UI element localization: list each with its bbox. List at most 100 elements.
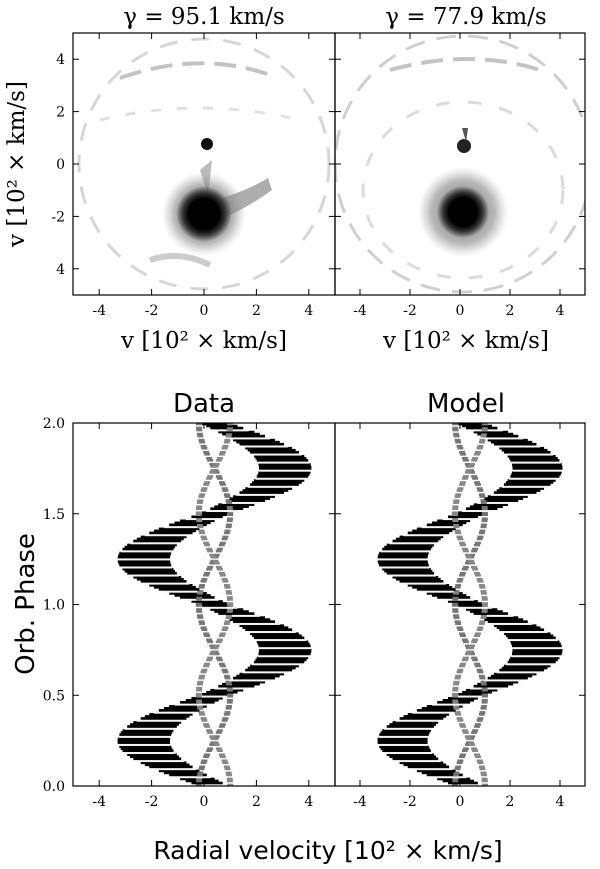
xlabel-top-right: v [10² × km/s] bbox=[382, 328, 549, 354]
broad-component-row bbox=[174, 594, 211, 597]
narrow-component-row bbox=[459, 755, 466, 759]
broad-component-row bbox=[256, 475, 309, 478]
broad-component-row bbox=[505, 481, 554, 484]
narrow-component-row bbox=[472, 567, 479, 571]
broad-component-row bbox=[229, 497, 271, 500]
narrow-component-row bbox=[478, 531, 485, 535]
broad-component-row bbox=[149, 713, 193, 716]
broad-component-row bbox=[119, 563, 172, 567]
broad-component-row bbox=[233, 676, 276, 680]
broad-component-row bbox=[255, 658, 307, 662]
broad-component-row bbox=[118, 743, 171, 746]
narrow-component-row bbox=[198, 586, 205, 589]
narrow-component-row bbox=[469, 735, 476, 738]
narrow-component-row bbox=[204, 481, 211, 484]
narrow-component-row bbox=[478, 713, 485, 716]
broad-component-row bbox=[158, 709, 200, 712]
x-tick-label: 2 bbox=[506, 303, 515, 319]
narrow-component-row bbox=[481, 777, 488, 781]
narrow-component-row bbox=[481, 426, 488, 430]
broad-component-row bbox=[253, 636, 305, 640]
broad-component-row bbox=[384, 569, 433, 573]
narrow-component-row bbox=[454, 495, 461, 498]
narrow-component-row bbox=[221, 668, 228, 672]
narrow-component-row bbox=[196, 686, 203, 690]
narrow-component-row bbox=[476, 668, 483, 672]
narrow-component-row bbox=[222, 670, 229, 674]
broad-component-row bbox=[191, 781, 223, 785]
narrow-component-row bbox=[477, 717, 484, 720]
narrow-component-row bbox=[474, 571, 481, 575]
broad-component-row bbox=[127, 753, 177, 757]
narrow-component-row bbox=[225, 590, 232, 593]
broad-component-row bbox=[169, 523, 207, 527]
broad-component-row bbox=[503, 450, 551, 454]
broad-component-row bbox=[253, 454, 305, 458]
broad-component-row bbox=[122, 547, 174, 551]
broad-component-row bbox=[507, 660, 556, 664]
narrow-component-row bbox=[455, 713, 462, 716]
broad-component-row bbox=[458, 423, 487, 426]
narrow-component-row bbox=[210, 737, 217, 740]
broad-component-row bbox=[149, 531, 193, 535]
narrow-component-row bbox=[224, 767, 231, 771]
broad-component-row bbox=[185, 598, 219, 601]
broad-component-row bbox=[380, 565, 430, 569]
narrow-component-row bbox=[471, 747, 478, 750]
narrow-component-row bbox=[226, 432, 233, 436]
narrow-component-row bbox=[479, 711, 486, 714]
x-tick-label: 0 bbox=[200, 794, 209, 810]
broad-component-row bbox=[448, 696, 478, 700]
broad-component-row bbox=[245, 487, 293, 490]
narrow-component-row bbox=[461, 749, 468, 753]
narrow-component-row bbox=[474, 632, 481, 636]
narrow-component-row bbox=[462, 731, 469, 734]
narrow-component-row bbox=[227, 694, 234, 698]
narrow-component-row bbox=[213, 561, 220, 565]
broad-component-row bbox=[258, 652, 311, 656]
narrow-component-row bbox=[468, 465, 475, 468]
narrow-component-row bbox=[469, 644, 476, 648]
narrow-component-row bbox=[474, 664, 481, 668]
narrow-component-row bbox=[201, 719, 208, 722]
broad-component-row bbox=[255, 638, 307, 642]
broad-component-row bbox=[395, 719, 441, 722]
narrow-component-row bbox=[456, 761, 463, 765]
narrow-component-row bbox=[215, 459, 222, 462]
narrow-component-row bbox=[226, 682, 233, 686]
narrow-component-row bbox=[224, 438, 231, 442]
narrow-component-row bbox=[476, 537, 483, 541]
narrow-component-row bbox=[472, 547, 479, 551]
broad-component-row bbox=[487, 620, 528, 623]
broad-component-row bbox=[247, 485, 296, 488]
broad-component-row bbox=[507, 479, 556, 482]
broad-component-row bbox=[245, 668, 293, 672]
narrow-component-row bbox=[219, 450, 226, 454]
broad-component-row bbox=[206, 424, 238, 428]
narrow-component-row bbox=[455, 531, 462, 535]
broad-component-row bbox=[466, 608, 498, 611]
narrow-component-row bbox=[474, 725, 481, 728]
broad-component-row bbox=[399, 535, 444, 539]
narrow-component-row bbox=[206, 749, 213, 753]
narrow-component-row bbox=[481, 686, 488, 690]
narrow-component-row bbox=[216, 658, 223, 662]
narrow-component-row bbox=[195, 779, 202, 783]
narrow-component-row bbox=[461, 658, 468, 662]
narrow-component-row bbox=[452, 783, 459, 786]
broad-component-row bbox=[473, 503, 509, 506]
narrow-component-row bbox=[207, 475, 214, 478]
broad-component-row bbox=[412, 529, 453, 533]
broad-component-row bbox=[512, 465, 563, 468]
broad-component-row bbox=[117, 739, 170, 742]
broad-component-row bbox=[206, 509, 238, 513]
narrow-component-row bbox=[479, 586, 486, 589]
narrow-component-row bbox=[223, 584, 230, 587]
narrow-component-row bbox=[453, 501, 460, 504]
broad-component-row bbox=[473, 612, 509, 615]
narrow-component-row bbox=[480, 682, 487, 686]
broad-component-row bbox=[258, 650, 312, 654]
broad-component-row bbox=[202, 511, 232, 515]
broad-component-row bbox=[120, 549, 173, 553]
narrow-component-row bbox=[479, 767, 486, 771]
